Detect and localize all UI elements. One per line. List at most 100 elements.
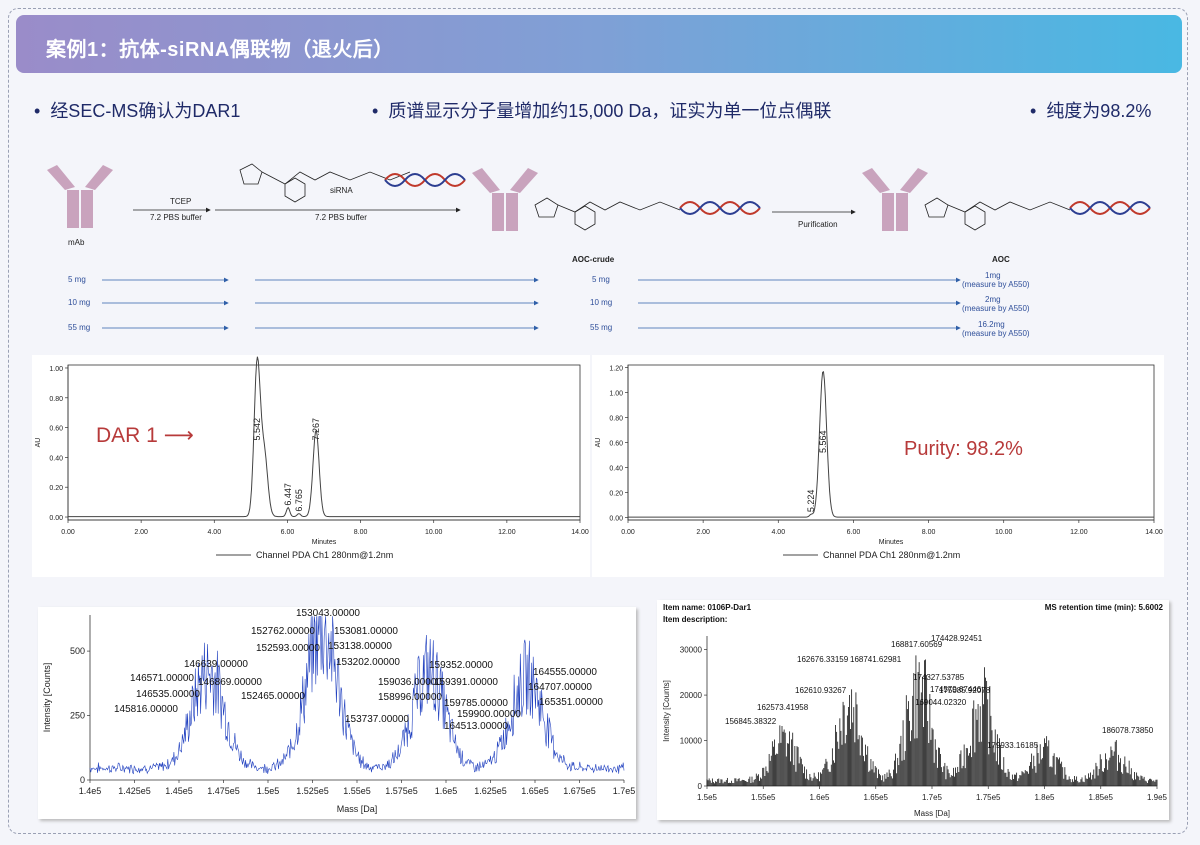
item-description-label: Item description: [663,615,727,624]
antibody-icon [862,168,928,231]
peak-mass-label: 159900.00000 [457,709,521,720]
x-tick-label: 1.55e5 [751,793,776,802]
peak-mass-label: 168741.62981 [850,655,902,664]
x-tick-label: 4.00 [207,529,221,536]
row-start-amount: 5 mg [68,275,86,284]
item-name-label: Item name: 0106P-Dar1 [663,603,752,612]
peak-mass-label: 145816.00000 [114,704,178,715]
peak-mass-label: 159785.00000 [444,698,508,709]
peak-mass-label: 146535.00000 [136,689,200,700]
y-tick-label: 20000 [680,691,703,700]
peak-mass-label: 153081.00000 [334,626,398,637]
process-arrows [102,277,961,331]
y-tick-label: 1.00 [609,391,623,398]
peak-mass-label: 162573.41958 [757,703,809,712]
x-tick-label: 1.6e5 [809,793,830,802]
conjugate-linker-structure [924,197,1071,231]
sirna-duplex-icon [679,201,761,215]
x-tick-label: 10.00 [425,529,443,536]
x-tick-label: 0.00 [61,529,75,536]
x-tick-label: 1.75e5 [976,793,1001,802]
peak-mass-label: 174327.53785 [913,673,965,682]
x-tick-label: 1.45e5 [165,786,193,796]
stick-bars [706,655,1158,786]
x-tick-label: 1.4e5 [79,786,102,796]
x-tick-label: 14.00 [571,529,589,536]
x-tick-label: 8.00 [354,529,368,536]
peak-mass-label: 153737.00000 [345,714,409,725]
peak-retention-label: 5.542 [252,418,262,441]
step1-buffer: 7.2 PBS buffer [150,213,202,222]
row-result-note: (measure by A550) [962,329,1030,338]
x-tick-label: 1.625e5 [474,786,507,796]
peak-retention-label: 5.224 [806,490,816,513]
legend-label: Channel PDA Ch1 280nm@1.2nm [823,550,960,560]
x-tick-label: 1.5e5 [697,793,718,802]
y-axis-label: AU [595,438,602,448]
peak-retention-label: 7.267 [311,418,321,441]
x-tick-label: 1.675e5 [563,786,596,796]
ms-spectrum-retention: Item name: 0106P-Dar1 MS retention time (… [657,600,1169,820]
y-tick-label: 0.60 [609,441,623,448]
peak-mass-label: 168817.60569 [891,640,943,649]
purity-annotation: Purity: 98.2% [904,438,1023,460]
y-tick-label: 1.20 [609,366,623,373]
peak-mass-label: 165351.00000 [539,697,603,708]
x-tick-label: 2.00 [696,529,710,536]
peak-mass-label: 164707.00000 [528,682,592,693]
peak-mass-label: 153202.00000 [336,657,400,668]
dar1-annotation-text: DAR 1 [96,424,158,447]
ms-spectrum-deconvoluted: 1.4e5 1.425e5 1.45e5 1.475e5 1.5e5 1.525e5 1.5… [38,607,636,819]
sirna-duplex-icon [1069,201,1151,215]
peak-mass-label: 179933.16185 [987,741,1039,750]
y-tick-label: 0.40 [609,466,623,473]
bullet-mass: • 质谱显示分子量增加约15,000 Da，证实为单一位点偶联 [372,101,832,121]
x-tick-label: 1.8e5 [1034,793,1055,802]
x-tick-label: 1.85e5 [1089,793,1114,802]
peak-mass-label: 159352.00000 [429,660,493,671]
maleimide-linker-structure [239,163,411,203]
y-tick-label: 30000 [680,646,703,655]
peak-mass-label: 159036.00000 [378,677,442,688]
x-tick-label: 1.7e5 [922,793,943,802]
y-tick-label: 0 [698,782,703,791]
bullet-text: 纯度为98.2% [1046,101,1152,121]
y-tick-label: 0.60 [49,426,63,433]
title-bar: 案例1：抗体-siRNA偶联物（退火后） [16,15,1182,73]
peak-mass-label: 175085.92078 [939,686,991,695]
page-border [8,8,1188,834]
x-tick-label: 12.00 [1070,529,1088,536]
peak-mass-label: 146869.00000 [198,677,262,688]
peak-mass-label: 152593.00000 [256,643,320,654]
x-tick-label: 2.00 [134,529,148,536]
step2-reagent: siRNA [330,186,353,195]
x-tick-label: 6.00 [281,529,295,536]
x-tick-label: 1.475e5 [207,786,240,796]
x-tick-label: 8.00 [922,529,936,536]
x-axis-label: Mass [Da] [914,809,950,818]
x-tick-label: 1.9e5 [1147,793,1168,802]
x-tick-label: 1.575e5 [385,786,418,796]
peak-mass-label: 153043.00000 [296,608,360,619]
peak-mass-label: 169044.02320 [915,698,967,707]
sec-chromatogram-purified: 0.00 2.00 4.00 6.00 8.00 10.00 12.00 14.00 0.00 0… [592,355,1164,577]
row-result-amount: 2mg [985,295,1001,304]
chromatogram-trace [68,356,580,518]
x-tick-label: 6.00 [847,529,861,536]
peak-mass-label: 162610.93267 [795,686,847,695]
x-tick-label: 1.55e5 [343,786,371,796]
row-start-amount: 10 mg [68,298,91,307]
x-tick-label: 0.00 [621,529,635,536]
sec-chromatogram-crude: 0.00 2.00 4.00 6.00 8.00 10.00 12.00 14.00 0.00 0… [32,355,590,577]
peak-retention-label: 6.765 [294,489,304,512]
x-tick-label: 1.525e5 [296,786,329,796]
step1-reagent: TCEP [170,197,192,206]
antibody-icon [47,165,113,228]
sirna-duplex-icon [384,173,466,187]
peak-mass-label: 164555.00000 [533,667,597,678]
bullet-text: 质谱显示分子量增加约15,000 Da，证实为单一位点偶联 [388,101,832,121]
aoc-crude-label: AOC-crude [572,255,615,264]
y-tick-label: 0.80 [609,416,623,423]
y-tick-label: 0.40 [49,455,63,462]
y-tick-label: 10000 [680,737,703,746]
